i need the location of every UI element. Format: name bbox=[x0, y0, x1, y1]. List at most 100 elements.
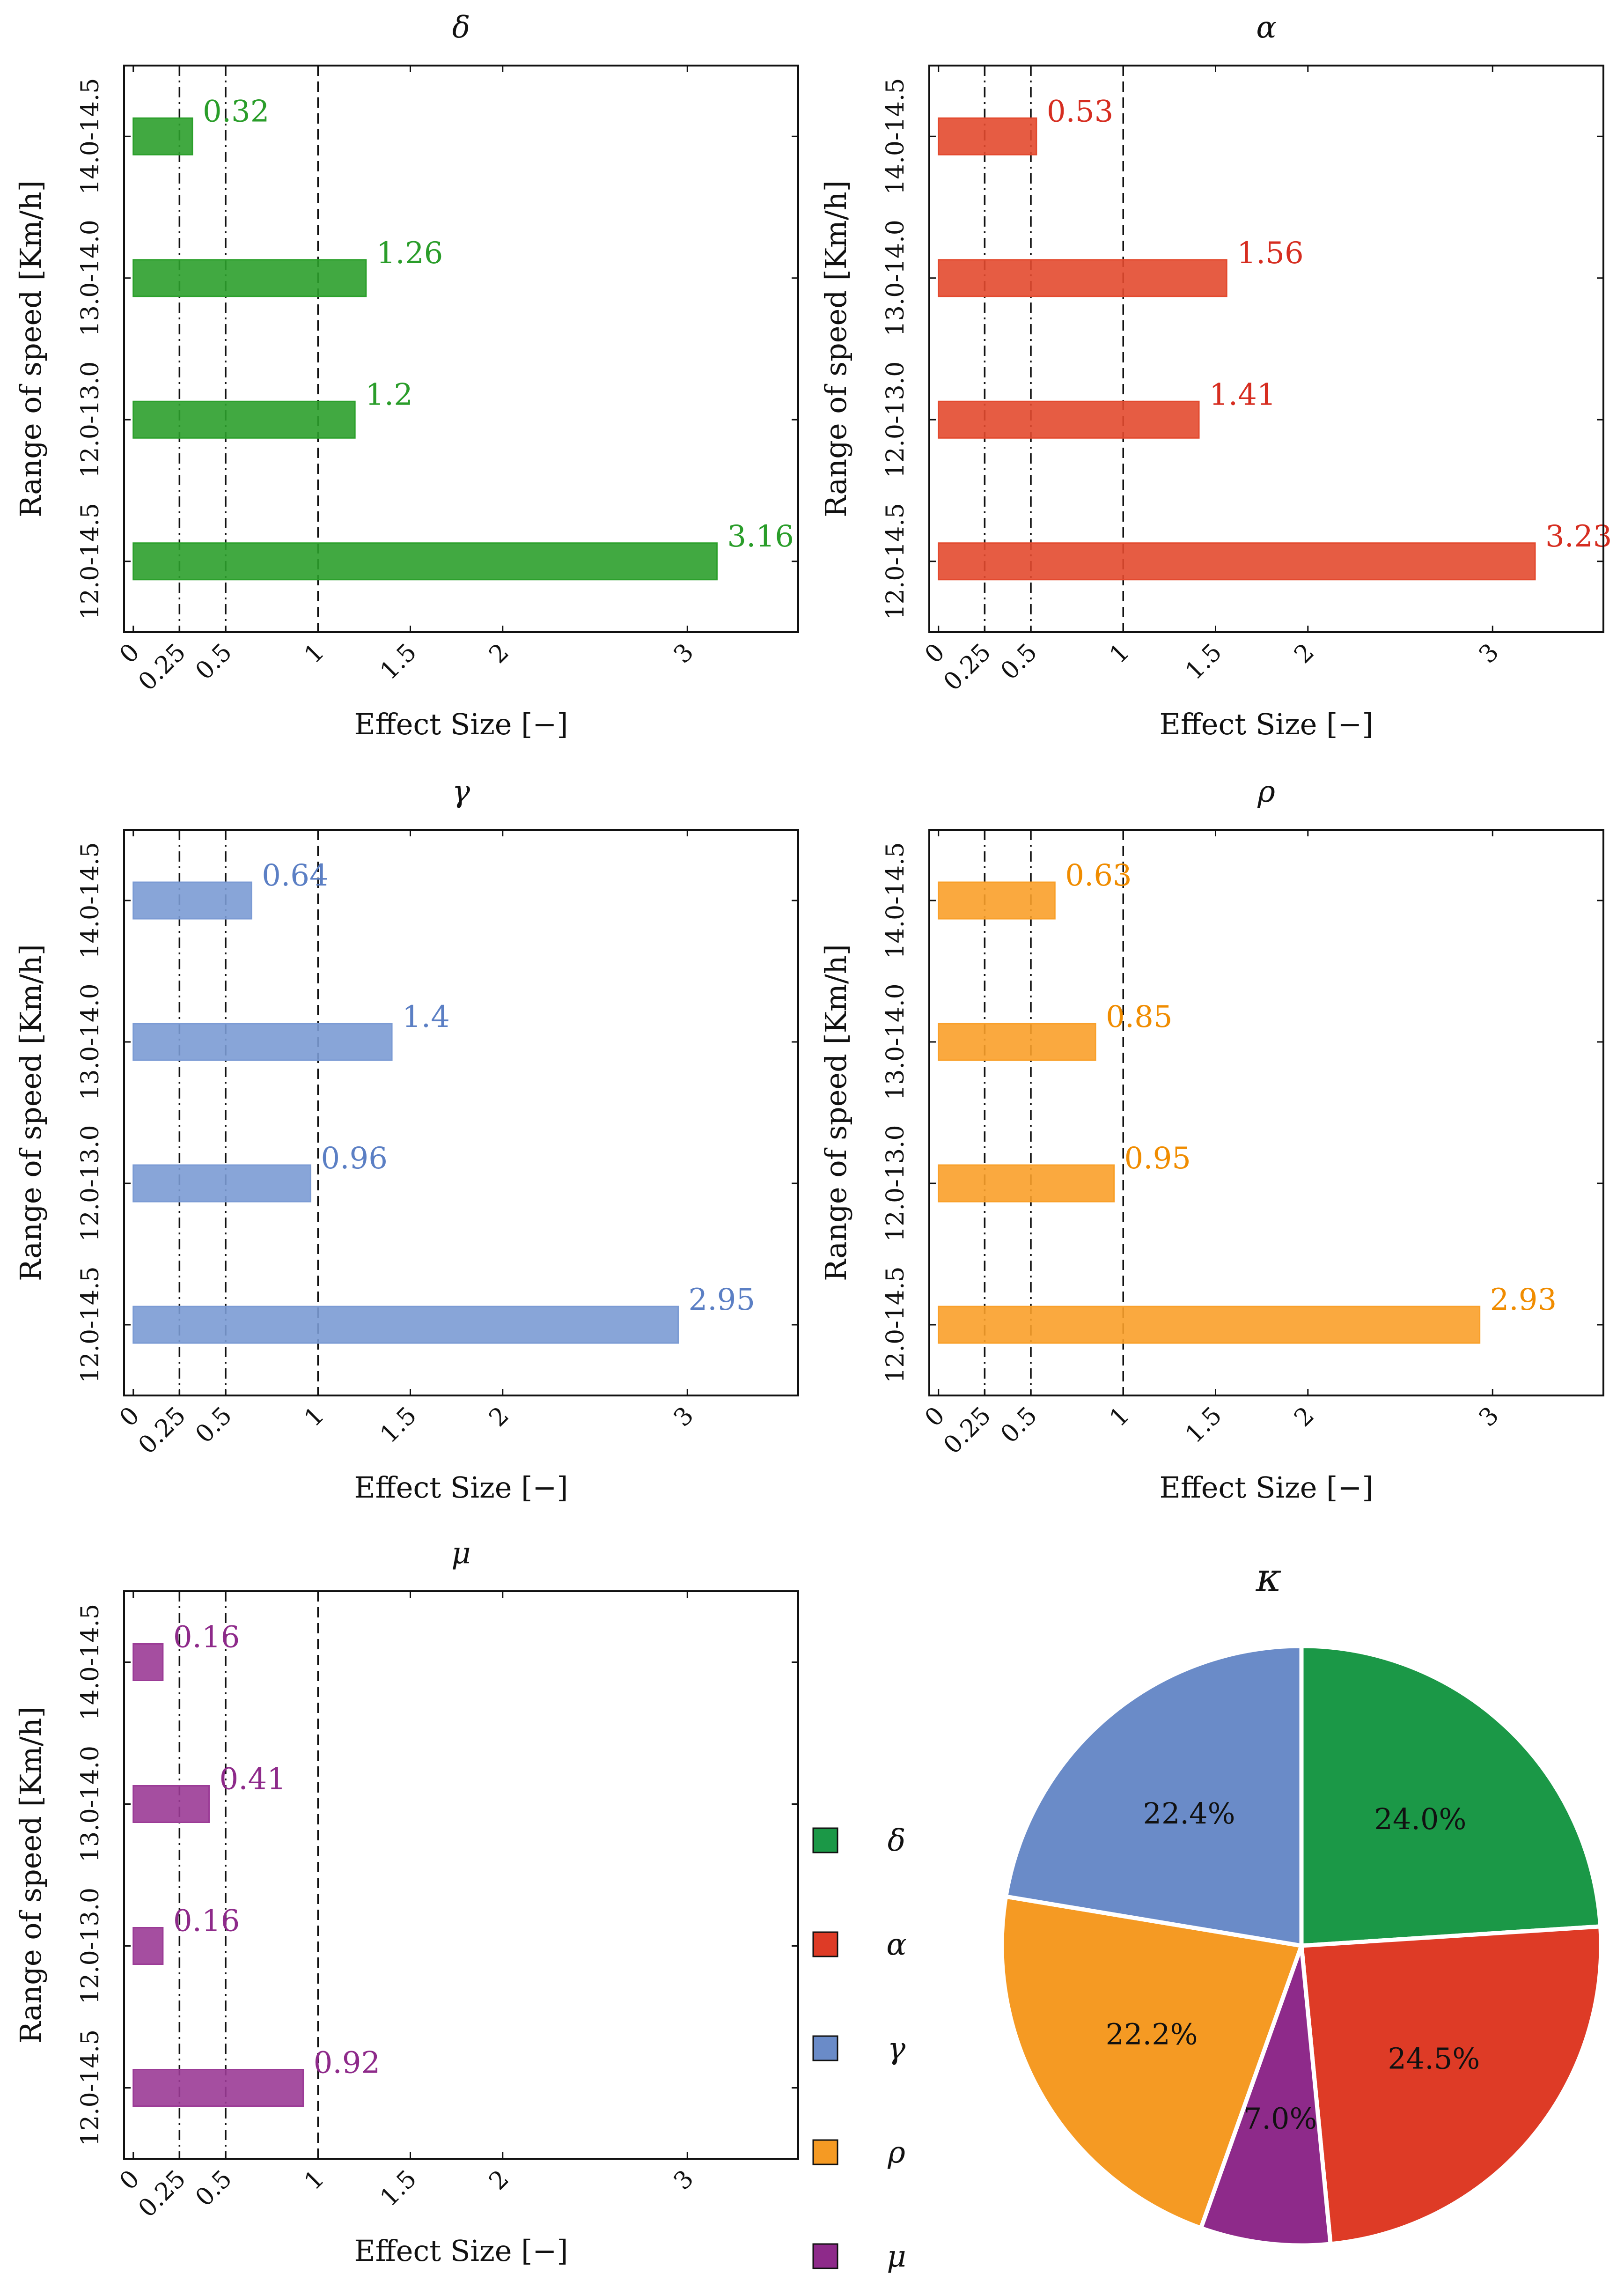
bar bbox=[938, 259, 1227, 297]
legend-swatch bbox=[812, 1827, 838, 1853]
bar bbox=[132, 1164, 311, 1203]
bar-value-label: 3.16 bbox=[727, 519, 794, 554]
x-tick-label: 1 bbox=[299, 2165, 330, 2196]
category-label: 12.0-14.5 bbox=[76, 2030, 104, 2146]
x-tick-label: 0 bbox=[114, 638, 145, 669]
x-tick-label: 0 bbox=[919, 638, 950, 669]
chart-title: μ bbox=[451, 1536, 471, 1571]
y-axis-label: Range of speed [Km/h] bbox=[819, 944, 853, 1281]
bar-value-label: 0.53 bbox=[1047, 94, 1114, 129]
bar-value-label: 1.56 bbox=[1237, 236, 1304, 271]
bar bbox=[938, 881, 1056, 920]
x-tick-label: 3 bbox=[1474, 638, 1505, 669]
category-label: 14.0-14.5 bbox=[76, 78, 104, 195]
category-label: 12.0-13.0 bbox=[882, 362, 910, 478]
chart-title: α bbox=[1256, 10, 1276, 45]
bar bbox=[132, 117, 193, 155]
x-tick-label: 1.5 bbox=[375, 638, 422, 686]
x-tick-label: 0 bbox=[114, 1402, 145, 1432]
y-axis-label: Range of speed [Km/h] bbox=[14, 944, 48, 1281]
bar-value-label: 0.92 bbox=[314, 2046, 381, 2081]
category-label: 14.0-14.5 bbox=[882, 842, 910, 959]
x-tick-label: 2 bbox=[484, 2165, 514, 2196]
pie-slice bbox=[1004, 1644, 1304, 1948]
bar bbox=[938, 400, 1200, 439]
bar bbox=[938, 1023, 1096, 1061]
bar bbox=[938, 117, 1037, 155]
x-tick-label: 0.25 bbox=[938, 1402, 996, 1460]
x-tick-label: 0.25 bbox=[133, 1402, 191, 1460]
bar-value-label: 1.4 bbox=[402, 1000, 450, 1034]
x-tick-label: 2 bbox=[1289, 638, 1320, 669]
category-label: 12.0-13.0 bbox=[76, 362, 104, 478]
x-tick-label: 2 bbox=[1289, 1402, 1320, 1432]
bar-value-label: 2.93 bbox=[1490, 1283, 1557, 1317]
bar-value-label: 1.41 bbox=[1209, 377, 1276, 412]
plot-frame bbox=[928, 65, 1604, 633]
bar-value-label: 0.16 bbox=[173, 1620, 240, 1655]
y-axis-label: Range of speed [Km/h] bbox=[14, 180, 48, 517]
bar-value-label: 0.32 bbox=[203, 94, 270, 129]
bar bbox=[132, 1785, 210, 1823]
bar-chart-2: α3.231.411.560.5312.0-14.512.0-13.013.0-… bbox=[819, 10, 1612, 741]
pie-slice bbox=[1198, 1943, 1333, 2248]
legend-swatch bbox=[812, 2139, 838, 2165]
pie-slice bbox=[1299, 1924, 1603, 2246]
x-tick-label: 2 bbox=[484, 638, 514, 669]
x-tick-label: 1.5 bbox=[1180, 638, 1227, 686]
x-tick-label: 0.5 bbox=[190, 1402, 237, 1449]
bar-value-label: 0.63 bbox=[1065, 858, 1132, 893]
category-label: 13.0-14.0 bbox=[76, 220, 104, 336]
x-tick-label: 1.5 bbox=[1180, 1402, 1227, 1449]
x-axis-label: Effect Size [−] bbox=[1159, 707, 1373, 741]
x-tick-label: 0 bbox=[919, 1402, 950, 1432]
bar-value-label: 1.2 bbox=[365, 377, 413, 412]
bar-value-label: 0.16 bbox=[173, 1904, 240, 1939]
plot-frame bbox=[123, 829, 799, 1396]
bar-value-label: 0.64 bbox=[262, 858, 329, 893]
x-tick-label: 3 bbox=[1474, 1402, 1505, 1432]
bar bbox=[132, 2069, 304, 2107]
bar-chart-3: γ 2.95 0.96 1.4 0.64 12.0-14.5 12.0-13.0 13.0-1… bbox=[14, 775, 799, 1505]
category-label: 12.0-13.0 bbox=[882, 1125, 910, 1241]
x-tick-label: 0.5 bbox=[995, 638, 1043, 686]
x-tick-label: 2 bbox=[484, 1402, 514, 1432]
bar-chart-1: δ 3.16 1.2 1.26 0.32 12.0-14.5 12.0-13.0 13.0-1… bbox=[14, 10, 799, 741]
bar-chart-5: μ 0.92 0.16 0.41 0.16 12.0-14.5 12.0-13.0 13.0-… bbox=[14, 1536, 799, 2268]
bar bbox=[938, 1164, 1115, 1203]
pie-slice-label: 24.5% bbox=[1388, 2041, 1480, 2075]
category-label: 12.0-13.0 bbox=[76, 1888, 104, 2004]
x-tick-label: 0.5 bbox=[190, 2165, 237, 2212]
bar bbox=[132, 542, 718, 581]
x-tick-label: 0.5 bbox=[995, 1402, 1043, 1449]
category-label: 13.0-14.0 bbox=[882, 983, 910, 1100]
pie-slice-label: 7.0% bbox=[1243, 2101, 1317, 2135]
pie-slice-label: 22.2% bbox=[1106, 2017, 1198, 2051]
y-axis-label: Range of speed [Km/h] bbox=[819, 180, 853, 517]
chart-title: γ bbox=[452, 775, 470, 809]
legend-label: α bbox=[886, 1927, 906, 1962]
x-axis-label: Effect Size [−] bbox=[1159, 1470, 1373, 1505]
bar-value-label: 0.85 bbox=[1106, 1000, 1173, 1034]
bar bbox=[938, 1306, 1481, 1344]
bar-value-label: 1.26 bbox=[376, 236, 443, 271]
legend-label: μ bbox=[887, 2239, 906, 2274]
category-label: 14.0-14.5 bbox=[882, 78, 910, 195]
bar bbox=[132, 259, 367, 297]
bar bbox=[132, 1023, 393, 1061]
bar bbox=[132, 1643, 164, 1681]
bar-value-label: 0.95 bbox=[1124, 1141, 1191, 1176]
pie-slice bbox=[999, 1894, 1304, 2230]
x-tick-label: 0.25 bbox=[133, 2165, 191, 2223]
legend-label: ρ bbox=[887, 2135, 905, 2170]
chart-title: δ bbox=[452, 10, 470, 45]
pie-slice-label: 22.4% bbox=[1143, 1796, 1235, 1831]
chart-title: ρ bbox=[1257, 775, 1275, 809]
category-label: 12.0-14.5 bbox=[882, 503, 910, 620]
x-tick-label: 3 bbox=[669, 1402, 699, 1432]
x-tick-label: 0.25 bbox=[133, 638, 191, 696]
x-axis-label: Effect Size [−] bbox=[354, 1470, 568, 1505]
bar bbox=[938, 542, 1536, 581]
y-axis-label: Range of speed [Km/h] bbox=[14, 1706, 48, 2044]
bar bbox=[132, 400, 356, 439]
